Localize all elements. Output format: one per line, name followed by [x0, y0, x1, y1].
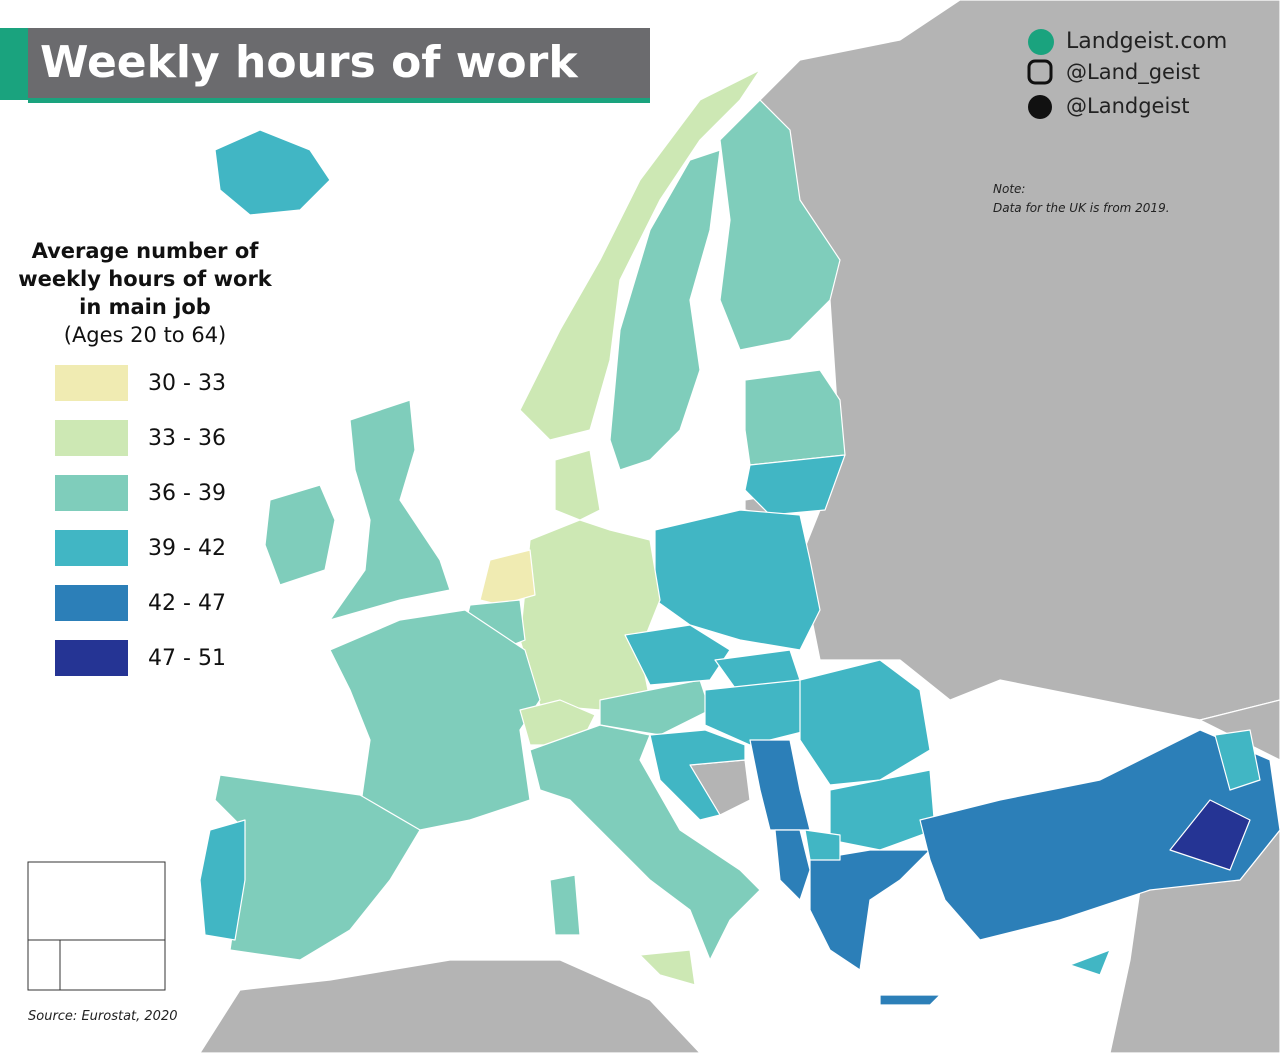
note-label: Note: — [993, 182, 1025, 196]
title-banner — [28, 28, 650, 100]
legend-title: Average number of — [32, 239, 260, 263]
legend-swatch — [55, 475, 128, 511]
country — [744, 369, 846, 466]
title-accent — [0, 28, 28, 100]
country — [264, 484, 336, 586]
legend-label: 33 - 36 — [148, 426, 226, 451]
country — [519, 519, 661, 711]
country — [529, 724, 761, 961]
country — [879, 994, 941, 1006]
legend-swatch — [55, 640, 128, 676]
legend-label: 30 - 33 — [148, 371, 226, 396]
title-underline — [28, 98, 650, 103]
country — [214, 129, 331, 216]
land-no-data — [759, 0, 1280, 721]
legend-title: in main job — [79, 295, 211, 319]
country — [649, 729, 746, 821]
legend-label: 42 - 47 — [148, 591, 226, 616]
country — [804, 829, 841, 861]
country — [329, 399, 451, 621]
country — [549, 874, 581, 936]
country — [1169, 799, 1251, 871]
country — [1069, 949, 1111, 976]
web-icon — [1028, 29, 1054, 55]
twitter-icon — [1028, 95, 1052, 119]
country — [329, 609, 541, 831]
legend-label: 36 - 39 — [148, 481, 226, 506]
legend: Average number of weekly hours of work in … — [18, 239, 273, 676]
country — [919, 729, 1280, 941]
legend-subtitle: (Ages 20 to 64) — [64, 323, 227, 347]
instagram: @Land_geist — [1066, 60, 1200, 85]
legend-swatch — [55, 530, 128, 566]
country — [799, 659, 931, 786]
country — [554, 449, 601, 521]
country — [1214, 729, 1261, 791]
country — [519, 69, 761, 441]
country — [639, 949, 696, 986]
instagram-icon — [1027, 59, 1053, 85]
inset — [27, 861, 166, 991]
country — [719, 99, 841, 351]
country — [199, 819, 246, 941]
source: Source: Eurostat, 2020 — [28, 1009, 177, 1024]
legend-swatch — [55, 585, 128, 621]
legend-label: 47 - 51 — [148, 646, 226, 671]
country — [704, 679, 811, 746]
legend-swatch — [55, 420, 128, 456]
country — [214, 774, 421, 961]
title: Weekly hours of work — [40, 37, 579, 88]
legend-label: 39 - 42 — [148, 536, 226, 561]
legend-title: weekly hours of work — [18, 267, 273, 291]
country — [744, 454, 846, 516]
website: Landgeist.com — [1066, 29, 1227, 54]
twitter: @Landgeist — [1066, 94, 1189, 118]
legend-swatch — [55, 365, 128, 401]
country — [609, 149, 721, 471]
country — [774, 829, 811, 901]
country — [749, 739, 811, 831]
note-text: Data for the UK is from 2019. — [993, 201, 1170, 215]
country — [654, 509, 821, 651]
land-no-data — [199, 959, 701, 1053]
country — [809, 849, 931, 971]
